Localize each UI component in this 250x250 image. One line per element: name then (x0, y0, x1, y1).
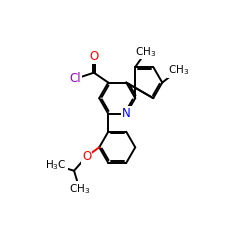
Text: Cl: Cl (69, 72, 81, 86)
Text: CH$_3$: CH$_3$ (69, 182, 90, 196)
Text: CH$_3$: CH$_3$ (168, 63, 189, 77)
Text: O: O (82, 150, 91, 163)
Text: CH$_3$: CH$_3$ (136, 45, 157, 59)
Text: O: O (89, 50, 99, 63)
Text: H$_3$C: H$_3$C (45, 158, 67, 172)
Text: N: N (122, 107, 130, 120)
